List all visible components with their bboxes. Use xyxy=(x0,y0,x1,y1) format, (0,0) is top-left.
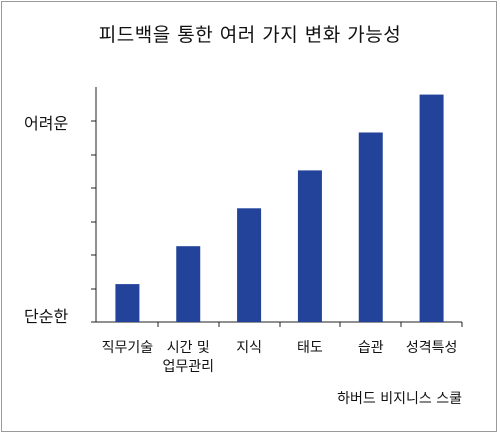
bar-1 xyxy=(115,284,140,322)
chart-title: 피드백을 통한 여러 가지 변화 가능성 xyxy=(98,24,402,46)
bar-4 xyxy=(297,170,322,322)
bar-3 xyxy=(237,208,262,322)
x-tick-label: 시간 및 업무관리 xyxy=(162,340,215,375)
source-label: 하버드 비지니스 스쿨 xyxy=(337,391,462,407)
x-tick-label: 태도 xyxy=(297,340,323,356)
y-high-label: 어려운 xyxy=(24,114,69,133)
x-tick-label: 지식 xyxy=(236,340,262,356)
x-tick-label: 성격특성 xyxy=(405,340,458,356)
bar-2 xyxy=(176,246,201,322)
bar-5 xyxy=(358,132,383,322)
y-low-label: 단순한 xyxy=(24,307,69,326)
x-tick-label: 직무기술 xyxy=(101,340,154,356)
x-tick-label: 습관 xyxy=(357,340,384,356)
bar-6 xyxy=(419,94,444,322)
